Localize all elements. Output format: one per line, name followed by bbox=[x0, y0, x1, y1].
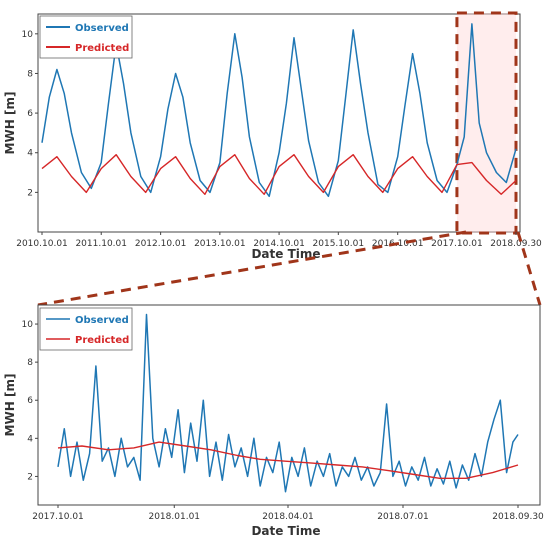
bot-series-predicted-line bbox=[57, 441, 519, 479]
top-x-axis-label: Date Time bbox=[251, 247, 320, 261]
bottom-legend-box bbox=[39, 307, 133, 351]
top-y-tick-label: 10 bbox=[22, 30, 34, 40]
top-x-tick-label: 2014.10.01 bbox=[253, 239, 305, 249]
top-series-predicted-line bbox=[41, 153, 517, 196]
top-chart: 2010.10.01 2011.10.01 2012.10.01 2013.10.01… bbox=[3, 11, 542, 261]
bot-x-tick-label: 2018.09.30 bbox=[492, 512, 544, 522]
bot-y-tick-label: 4 bbox=[27, 434, 33, 444]
top-x-tick-label: 2010.10.01 bbox=[16, 239, 68, 249]
bottom-legend-observed-label: Observed bbox=[75, 315, 129, 326]
top-x-tick-label: 2013.10.01 bbox=[194, 239, 246, 249]
zoom-connector-left bbox=[37, 230, 467, 307]
top-y-tick-label: 4 bbox=[27, 149, 33, 159]
top-y-axis-label: MWH [m] bbox=[3, 92, 17, 155]
bot-series-observed-line bbox=[57, 313, 519, 493]
bot-x-tick-label: 2017.10.01 bbox=[32, 512, 84, 522]
top-legend: Observed Predicted bbox=[39, 15, 133, 59]
bottom-x-axis-label: Date Time bbox=[251, 524, 320, 538]
top-x-tick-label: 2011.10.01 bbox=[75, 239, 127, 249]
top-y-tick-label: 8 bbox=[27, 69, 33, 79]
top-legend-observed-label: Observed bbox=[75, 23, 129, 34]
bottom-legend-predicted-label: Predicted bbox=[75, 335, 129, 346]
bot-y-tick-label: 8 bbox=[27, 358, 33, 368]
bot-y-tick-label: 10 bbox=[22, 320, 34, 330]
top-y-tick-label: 2 bbox=[27, 188, 33, 198]
top-legend-predicted-label: Predicted bbox=[75, 43, 129, 54]
zoom-highlight-box bbox=[455, 11, 518, 235]
top-y-tick-label: 6 bbox=[27, 109, 33, 119]
zoom-connector-right bbox=[516, 231, 542, 306]
bot-y-tick-label: 6 bbox=[27, 396, 33, 406]
top-x-tick-label: 2018.09.30 bbox=[490, 239, 542, 249]
bot-y-tick-label: 2 bbox=[27, 472, 33, 482]
top-x-tick-label: 2015.10.01 bbox=[313, 239, 365, 249]
bot-x-tick-label: 2018.07.01 bbox=[377, 512, 429, 522]
zoom-connectors bbox=[37, 230, 542, 307]
top-x-tick-label: 2017.10.01 bbox=[431, 239, 483, 249]
bot-x-tick-label: 2018.01.01 bbox=[148, 512, 200, 522]
top-legend-box bbox=[39, 15, 133, 59]
top-x-tick-label: 2012.10.01 bbox=[135, 239, 187, 249]
bottom-legend: Observed Predicted bbox=[39, 307, 133, 351]
bot-x-tick-label: 2018.04.01 bbox=[262, 512, 314, 522]
bottom-y-axis-label: MWH [m] bbox=[3, 374, 17, 437]
bottom-chart: 2017.10.01 2018.01.01 2018.04.01 2018.07.01… bbox=[3, 304, 544, 538]
